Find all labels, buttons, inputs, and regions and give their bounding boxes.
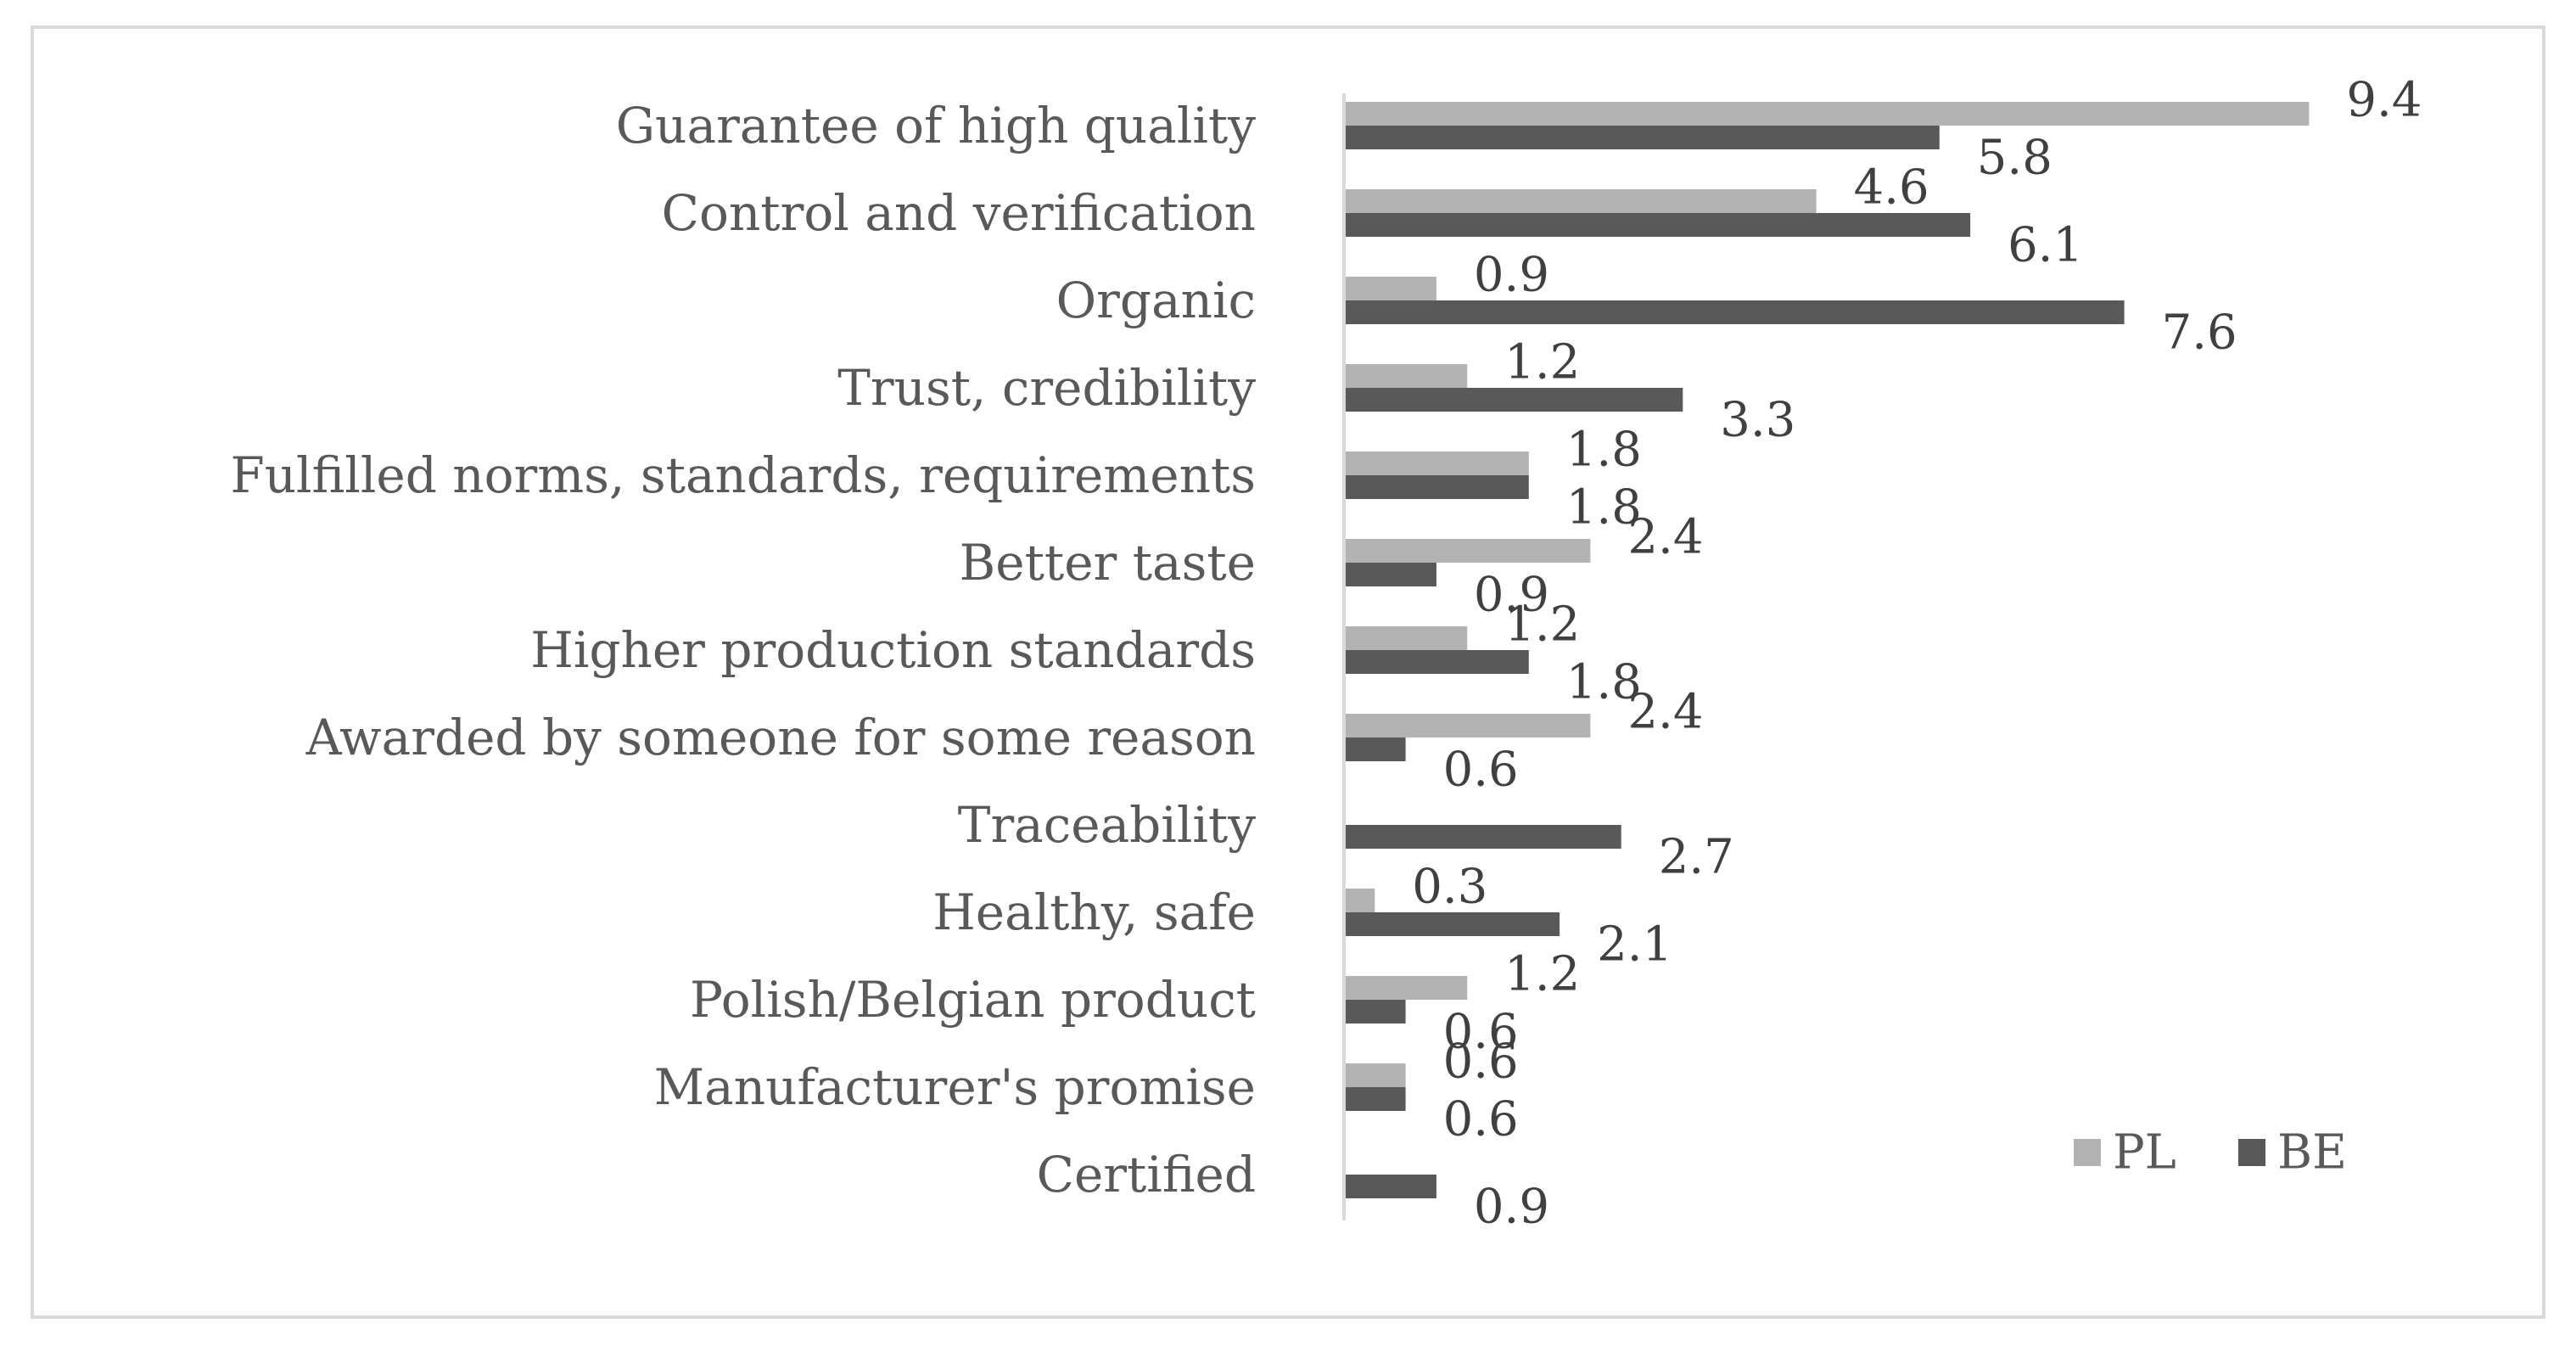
value-label-pl-higher-production-standards: 1.2 xyxy=(1504,597,1580,653)
bar-be-traceability xyxy=(1344,825,1621,849)
bar-be-better-taste xyxy=(1344,563,1436,586)
bar-pl-manufacturer-s-promise xyxy=(1344,1063,1406,1087)
category-labels: Guarantee of high quality Control and ver… xyxy=(230,97,1256,1203)
bar-be-higher-production-standards xyxy=(1344,650,1529,674)
bar-pl-guarantee-of-high-quality xyxy=(1344,102,2310,126)
value-label-be-manufacturer-s-promise: 0.6 xyxy=(1443,1092,1519,1147)
value-label-pl-healthy-safe: 0.3 xyxy=(1412,860,1487,915)
value-label-be-awarded-by-someone-for-some-reason: 0.6 xyxy=(1443,743,1519,798)
bars xyxy=(1344,102,2310,1198)
value-label-pl-control-and-verification: 4.6 xyxy=(1854,160,1929,216)
bar-be-trust-credibility xyxy=(1344,388,1683,412)
chart-frame: Guarantee of high quality Control and ver… xyxy=(31,25,2545,1319)
category-label-awarded-by-someone-for-some-reason: Awarded by someone for some reason xyxy=(305,709,1256,766)
value-label-pl-guarantee-of-high-quality: 9.4 xyxy=(2346,73,2422,128)
bar-be-polish-belgian-product xyxy=(1344,1000,1406,1024)
category-label-trust-credibility: Trust, credibility xyxy=(837,359,1256,417)
value-label-be-healthy-safe: 2.1 xyxy=(1597,917,1672,973)
category-label-fulfilled-norms-standards-requirements: Fulfilled norms, standards, requirements xyxy=(230,446,1256,504)
bar-be-organic xyxy=(1344,300,2125,324)
value-label-be-trust-credibility: 3.3 xyxy=(1720,393,1795,448)
bar-pl-healthy-safe xyxy=(1344,889,1375,912)
category-label-higher-production-standards: Higher production standards xyxy=(530,621,1256,679)
category-label-guarantee-of-high-quality: Guarantee of high quality xyxy=(616,97,1256,154)
value-label-pl-fulfilled-norms-standards-requirements: 1.8 xyxy=(1566,423,1642,478)
bar-be-certified xyxy=(1344,1175,1436,1198)
value-label-pl-manufacturer-s-promise: 0.6 xyxy=(1443,1035,1519,1090)
value-label-pl-polish-belgian-product: 1.2 xyxy=(1504,947,1580,1002)
value-label-be-certified: 0.9 xyxy=(1474,1180,1549,1235)
category-label-control-and-verification: Control and verification xyxy=(662,184,1256,242)
category-label-manufacturer-s-promise: Manufacturer's promise xyxy=(654,1058,1256,1116)
bar-pl-fulfilled-norms-standards-requirements xyxy=(1344,451,1529,475)
category-label-better-taste: Better taste xyxy=(960,534,1256,592)
bar-pl-better-taste xyxy=(1344,539,1591,563)
legend-swatch-pl xyxy=(2074,1139,2101,1166)
legend-label-pl: PL xyxy=(2113,1125,2176,1181)
bar-chart: Guarantee of high quality Control and ver… xyxy=(230,73,2422,1235)
category-label-organic: Organic xyxy=(1056,272,1256,329)
bar-pl-higher-production-standards xyxy=(1344,626,1468,650)
bar-pl-trust-credibility xyxy=(1344,364,1468,388)
bar-pl-polish-belgian-product xyxy=(1344,976,1468,1000)
category-label-certified: Certified xyxy=(1037,1146,1256,1203)
value-label-pl-organic: 0.9 xyxy=(1474,248,1549,303)
bar-be-healthy-safe xyxy=(1344,912,1560,936)
bar-pl-control-and-verification xyxy=(1344,189,1817,213)
category-label-polish-belgian-product: Polish/Belgian product xyxy=(690,971,1256,1029)
category-label-traceability: Traceability xyxy=(958,796,1256,854)
value-label-be-higher-production-standards: 1.8 xyxy=(1566,655,1642,710)
category-label-healthy-safe: Healthy, safe xyxy=(932,883,1256,941)
bar-be-awarded-by-someone-for-some-reason xyxy=(1344,737,1406,761)
bar-be-manufacturer-s-promise xyxy=(1344,1087,1406,1111)
value-labels: 9.45.84.66.10.97.61.23.31.81.82.40.91.21… xyxy=(1412,73,2422,1235)
bar-be-fulfilled-norms-standards-requirements xyxy=(1344,475,1529,499)
value-label-be-control-and-verification: 6.1 xyxy=(2008,218,2083,273)
value-label-be-better-taste: 0.9 xyxy=(1474,568,1549,623)
value-label-be-organic: 7.6 xyxy=(2162,306,2237,361)
bar-pl-organic xyxy=(1344,277,1436,300)
bar-pl-awarded-by-someone-for-some-reason xyxy=(1344,714,1591,737)
value-label-be-traceability: 2.7 xyxy=(1659,830,1734,885)
legend: PL BE xyxy=(2074,1125,2347,1181)
value-label-be-polish-belgian-product: 0.6 xyxy=(1443,1005,1519,1060)
value-label-pl-awarded-by-someone-for-some-reason: 2.4 xyxy=(1627,685,1703,740)
bar-be-guarantee-of-high-quality xyxy=(1344,126,1940,149)
legend-swatch-be xyxy=(2238,1139,2265,1166)
value-label-pl-better-taste: 2.4 xyxy=(1627,510,1703,565)
legend-label-be: BE xyxy=(2277,1125,2347,1181)
bar-be-control-and-verification xyxy=(1344,213,1971,237)
value-label-pl-trust-credibility: 1.2 xyxy=(1504,335,1580,390)
value-label-be-fulfilled-norms-standards-requirements: 1.8 xyxy=(1566,480,1642,536)
value-label-be-guarantee-of-high-quality: 5.8 xyxy=(1977,131,2052,186)
